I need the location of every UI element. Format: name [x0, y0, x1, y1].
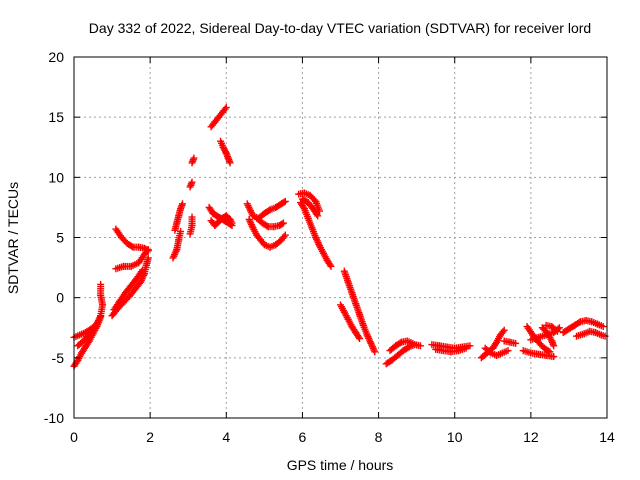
x-tick-label: 4 [222, 429, 230, 445]
data-point [139, 266, 147, 274]
data-point [546, 348, 554, 356]
x-axis-label: GPS time / hours [287, 457, 394, 473]
data-point [188, 213, 196, 221]
data-point [179, 200, 187, 208]
data-point [226, 159, 234, 167]
data-point [512, 339, 520, 347]
chart-title: Day 332 of 2022, Sidereal Day-to-day VTE… [89, 20, 591, 36]
data-point [128, 242, 136, 250]
data-point [544, 347, 552, 355]
data-point [599, 323, 607, 331]
y-axis-ticks: -10 -5 0 5 10 15 20 [44, 49, 607, 426]
data-point [416, 342, 424, 350]
y-axis-label: SDTVAR / TECUs [5, 182, 21, 294]
data-point [278, 220, 286, 228]
data-point [313, 210, 321, 218]
y-tick-label: 10 [48, 169, 64, 185]
data-point [409, 339, 417, 347]
x-tick-label: 10 [447, 429, 463, 445]
data-point [552, 326, 560, 334]
data-point [281, 231, 289, 239]
x-tick-label: 14 [599, 429, 615, 445]
x-tick-label: 6 [299, 429, 307, 445]
x-tick-label: 12 [523, 429, 539, 445]
data-point [462, 344, 470, 352]
data-point [575, 319, 583, 327]
data-point [221, 105, 229, 113]
grid-lines [74, 57, 607, 418]
y-tick-label: 15 [48, 109, 64, 125]
data-point [228, 219, 236, 227]
data-point [499, 328, 507, 336]
data-point [280, 233, 288, 241]
data-point [143, 246, 151, 254]
data-point [97, 280, 105, 288]
data-point [396, 339, 404, 347]
data-point [327, 262, 335, 270]
data-point [281, 197, 289, 205]
y-tick-label: 20 [48, 49, 64, 65]
data-point [504, 347, 512, 355]
data-point [188, 178, 196, 186]
data-point [371, 348, 379, 356]
data-point [280, 198, 288, 206]
y-tick-label: -10 [44, 410, 64, 426]
data-point [500, 326, 508, 334]
y-tick-label: 5 [56, 230, 64, 246]
data-point [144, 254, 152, 262]
x-axis-ticks: 0 2 4 6 8 10 12 14 [70, 57, 615, 445]
x-tick-label: 0 [70, 429, 78, 445]
x-tick-label: 2 [146, 429, 154, 445]
data-point [95, 317, 103, 325]
data-point [466, 342, 474, 350]
data-point [144, 247, 152, 255]
data-point [222, 148, 230, 156]
data-point [550, 342, 558, 350]
data-point [356, 335, 364, 343]
data-point [326, 261, 334, 269]
data-points [70, 104, 609, 370]
data-point [279, 219, 287, 227]
data-point [263, 222, 271, 230]
x-tick-label: 8 [375, 429, 383, 445]
data-point [177, 227, 185, 235]
data-point [190, 154, 198, 162]
data-point [222, 104, 230, 112]
data-point [550, 353, 558, 361]
y-tick-label: 0 [56, 290, 64, 306]
y-tick-label: -5 [52, 350, 65, 366]
data-point [355, 333, 363, 341]
data-point [314, 212, 322, 220]
data-point [554, 327, 562, 335]
